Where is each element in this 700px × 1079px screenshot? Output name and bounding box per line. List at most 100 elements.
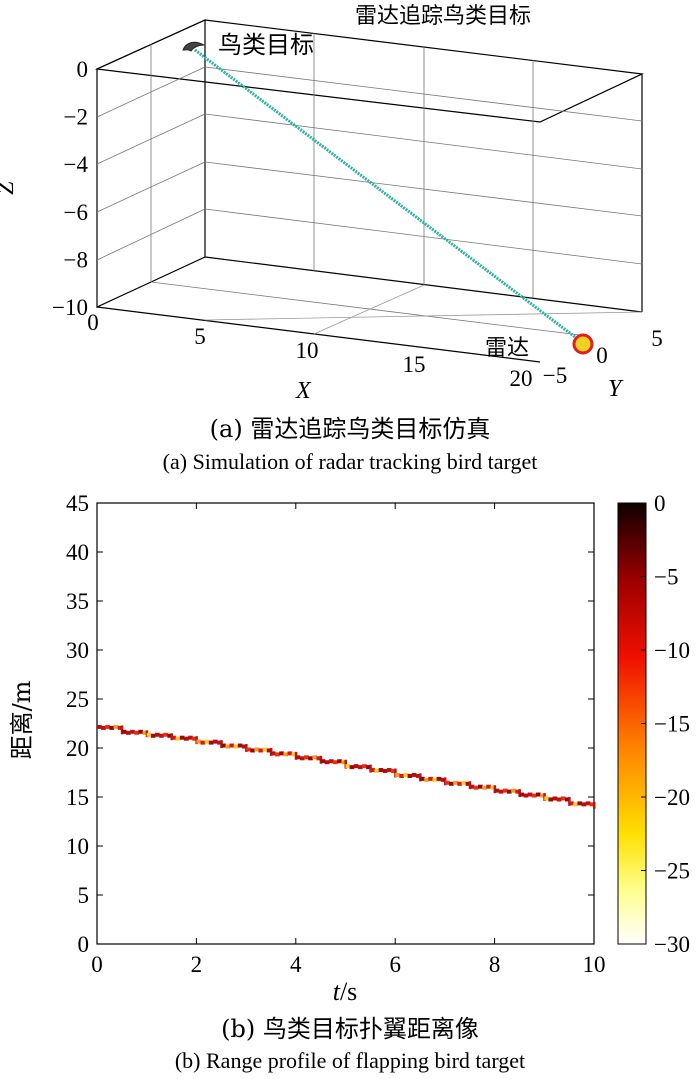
range-cell [486, 784, 491, 789]
panel-b-caption-en: (b) Range profile of flapping bird targe… [175, 1048, 525, 1073]
range-cell [97, 724, 102, 729]
range-cell [498, 789, 504, 794]
range-cell [250, 748, 255, 753]
range-cell [204, 739, 210, 744]
range-cell [444, 780, 450, 785]
range-cell [125, 730, 131, 735]
range-cell [374, 769, 380, 774]
range-cell [105, 724, 110, 729]
b-y-tick-label: 25 [66, 687, 89, 712]
range-cell [556, 797, 562, 802]
range-cell [246, 747, 251, 752]
range-cell [569, 801, 574, 806]
b-y-tick-label: 20 [66, 736, 89, 761]
radar-annotation: 雷达 [485, 336, 529, 361]
range-cell [196, 739, 202, 744]
range-cell [345, 764, 351, 769]
range-cell [295, 755, 301, 760]
range-cell [291, 752, 297, 757]
bird-annotation: 鸟类目标 [218, 31, 314, 59]
colorbar-tick-label: −15 [654, 712, 690, 737]
range-cell [403, 772, 409, 777]
panel-a-3d-plot: 鸟类目标 雷达 雷达追踪鸟类目标 0 −2 −4 −6 −8 −10 Z 0 5 10 15 20… [0, 4, 663, 474]
range-cell [432, 777, 438, 782]
range-cell [428, 776, 433, 781]
range-cell [523, 793, 529, 798]
range-cell [465, 781, 471, 786]
range-cell [262, 747, 268, 752]
range-cell [171, 735, 177, 740]
range-cell [531, 793, 537, 798]
range-cell [237, 743, 243, 748]
range-cell [275, 752, 280, 757]
range-cell [357, 765, 363, 770]
range-cell [420, 776, 425, 781]
b-x-tick-label: 10 [583, 952, 606, 977]
range-cell [540, 793, 545, 798]
range-cell [552, 796, 558, 801]
range-cell [167, 733, 173, 738]
z-tick-label: −8 [64, 247, 88, 272]
range-cell [449, 781, 454, 786]
colorbar-tick-label: −25 [654, 859, 690, 884]
b-y-tick-label: 5 [78, 883, 90, 908]
colorbar-ticks: 0 −5 −10 −15 −20 −25 −30 [641, 491, 690, 957]
range-cell [536, 792, 541, 797]
range-cell [511, 788, 516, 793]
range-cell [154, 732, 160, 737]
range-cell [424, 777, 429, 782]
range-cell [337, 759, 342, 764]
x-tick-label: 10 [296, 338, 319, 363]
range-cell [453, 780, 458, 785]
range-cell [208, 740, 214, 745]
b-x-ticks: 0 2 4 6 8 10 [91, 503, 606, 977]
range-cell [183, 736, 189, 741]
range-cell [436, 776, 442, 781]
bird-icon [182, 41, 206, 52]
colorbar-tick-label: −5 [654, 565, 678, 590]
panel-a-title: 雷达追踪鸟类目标 [355, 4, 531, 29]
x-tick-labels: 0 5 10 15 20 [87, 310, 532, 391]
range-cell [565, 797, 570, 802]
x-axis-label: X [295, 378, 312, 404]
range-cell [121, 729, 127, 734]
range-cell [353, 764, 359, 769]
range-cell [142, 730, 148, 735]
y-tick-labels: −5 0 5 [543, 326, 663, 388]
x-tick-label: 5 [194, 324, 206, 349]
range-cell [395, 772, 400, 777]
range-cell [316, 756, 322, 761]
range-cell [109, 725, 115, 730]
colorbar-tick-label: 0 [654, 491, 666, 516]
range-cell [370, 768, 375, 773]
range-cell [212, 739, 218, 744]
z-tick-label: 0 [77, 57, 89, 82]
range-cell [163, 732, 168, 737]
range-cell [159, 733, 164, 738]
b-y-tick-label: 0 [78, 932, 90, 957]
plot-area [96, 502, 595, 945]
range-cell [283, 752, 289, 757]
range-cell [217, 740, 222, 745]
x-tick-label: 0 [87, 310, 99, 335]
colorbar-tick-label: −30 [654, 932, 690, 957]
range-cell [573, 802, 578, 807]
b-x-tick-label: 8 [489, 952, 501, 977]
b-x-axis-label: t/s [333, 977, 358, 1006]
range-cell [478, 784, 483, 789]
range-cell [469, 784, 475, 789]
range-cell [138, 729, 144, 734]
y-tick-label: −5 [543, 363, 567, 388]
z-tick-label: −4 [64, 152, 89, 177]
b-y-tick-label: 45 [66, 491, 89, 516]
range-cell [320, 759, 326, 764]
range-cell [101, 725, 106, 730]
range-cell [279, 751, 284, 756]
b-x-tick-label: 0 [91, 952, 103, 977]
range-cell [266, 748, 272, 753]
range-cell [241, 744, 247, 749]
range-cell [233, 744, 239, 749]
z-axis-label: Z [0, 181, 19, 195]
radar-marker [572, 333, 594, 355]
